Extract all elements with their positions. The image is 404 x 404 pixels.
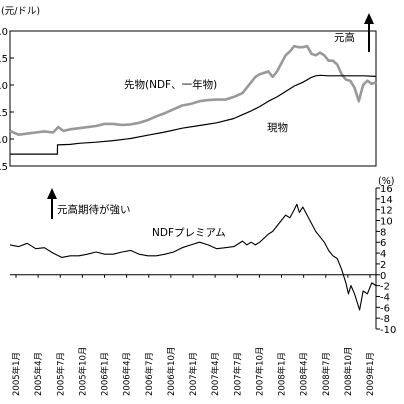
- x-tick-label: 2006年1月: [100, 352, 111, 396]
- bottom-y-tick-label: -10: [380, 325, 396, 336]
- bottom-y-tick-label: 2: [380, 260, 386, 271]
- x-tick-label: 2007年10月: [254, 347, 265, 396]
- bottom-unit-label: (%): [378, 176, 394, 187]
- bottom-y-tick-label: 16: [380, 184, 393, 195]
- bottom-y-tick-label: 0: [380, 271, 386, 282]
- series-label-ndf: 先物(NDF、一年物): [124, 78, 217, 91]
- top-y-tick-label: 8.5: [0, 162, 8, 173]
- top-plot-frame: [9, 30, 377, 167]
- bottom-arrow-label: 元高期待が強い: [57, 203, 131, 216]
- x-tick-label: 2005年4月: [33, 352, 44, 396]
- series-label-spot: 現物: [267, 121, 288, 134]
- top-arrow-label: 元高: [334, 31, 355, 44]
- bottom-y-tick-label: 10: [380, 217, 393, 228]
- spot-rate-line: [10, 74, 377, 155]
- top-y-tick-label: 8.0: [0, 135, 8, 146]
- x-tick-label: 2006年7月: [144, 352, 155, 396]
- x-tick-label: 2008年7月: [321, 352, 332, 396]
- top-unit-label: (元/ドル): [1, 6, 40, 17]
- top-y-tick-label: 6.5: [0, 54, 8, 65]
- bottom-y-tick-label: -6: [380, 303, 390, 314]
- x-tick-label: 2008年4月: [299, 352, 310, 396]
- ndf-forward-line: [9, 44, 377, 136]
- x-tick-label: 2008年10月: [343, 347, 354, 396]
- series-label-premium: NDFプレミアム: [152, 227, 226, 239]
- x-tick-label: 2005年10月: [77, 347, 88, 396]
- bottom-y-tick-label: 12: [380, 206, 393, 217]
- x-tick-label: 2007年1月: [188, 352, 199, 396]
- bottom-y-tick-label: -2: [380, 282, 390, 293]
- bottom-up-arrow: [47, 188, 57, 219]
- x-tick-label: 2008年1月: [277, 352, 288, 396]
- x-tick-label: 2006年10月: [166, 347, 177, 396]
- x-tick-label: 2007年4月: [210, 352, 221, 396]
- bottom-y-tick-label: 4: [380, 249, 386, 260]
- x-tick-label: 2009年1月: [365, 352, 376, 396]
- bottom-y-tick-label: 6: [380, 238, 386, 249]
- bottom-y-tick-label: -4: [380, 292, 390, 303]
- ndf-premium-line: [9, 203, 377, 311]
- top-y-tick-label: 7.0: [0, 81, 8, 92]
- x-tick-label: 2006年4月: [122, 352, 133, 396]
- x-tick-label: 2007年7月: [232, 352, 243, 396]
- bottom-y-tick-label: 14: [380, 195, 393, 206]
- top-y-tick-label: 7.5: [0, 108, 8, 119]
- top-up-arrow: [364, 13, 374, 52]
- bottom-y-tick-label: -8: [380, 314, 390, 325]
- x-tick-label: 2005年1月: [11, 352, 22, 396]
- top-y-tick-label: 6.0: [0, 27, 8, 38]
- bottom-y-tick-label: 8: [380, 227, 386, 238]
- x-tick-label: 2005年7月: [55, 352, 66, 396]
